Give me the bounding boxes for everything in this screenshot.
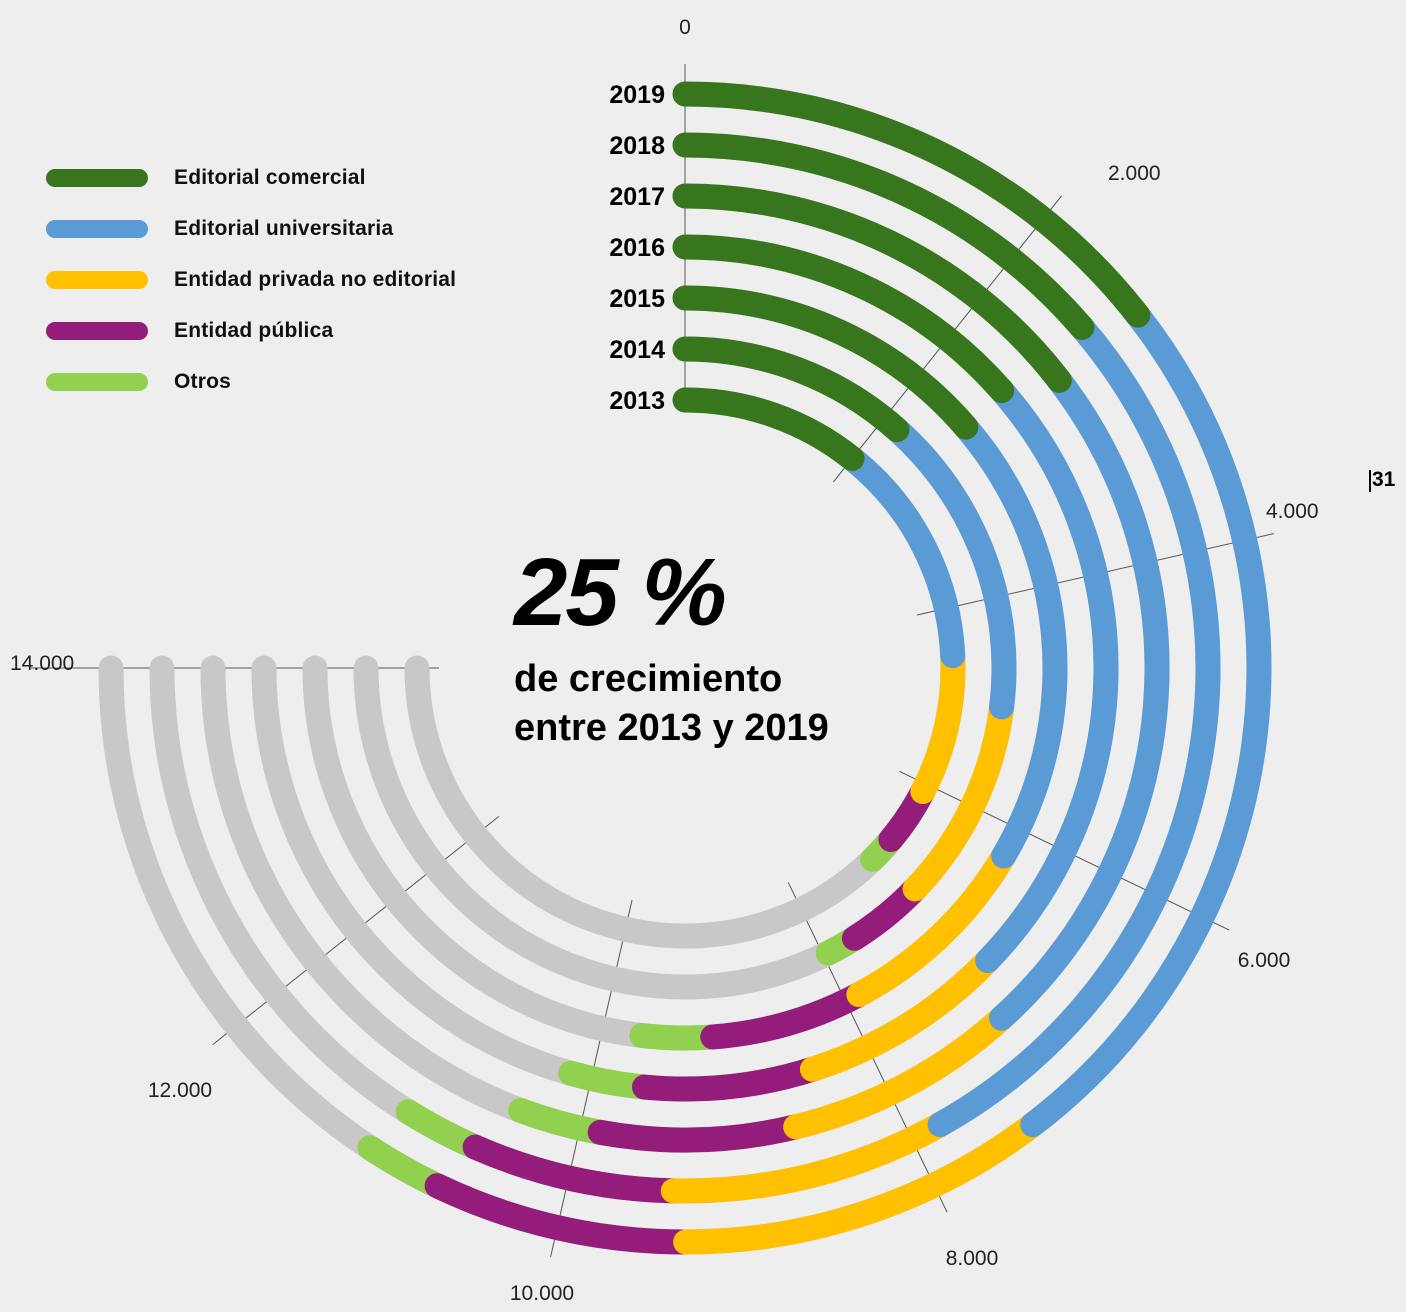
year-label: 2017 xyxy=(609,183,665,211)
legend-item-editorial-universitaria: Editorial universitaria xyxy=(46,203,456,254)
bar-segment xyxy=(839,445,966,669)
headline-value: 25 % xyxy=(514,539,727,646)
legend-swatch xyxy=(46,270,148,289)
bar-segment xyxy=(884,417,1017,720)
tick-label: 6.000 xyxy=(1238,949,1291,972)
legend-label: Entidad pública xyxy=(174,318,334,342)
bar-segment xyxy=(672,132,1095,340)
legend-swatch xyxy=(46,168,148,187)
page-number: 31 xyxy=(1368,468,1396,492)
bar-segment xyxy=(631,1056,825,1102)
bar-segment xyxy=(672,81,1151,328)
year-label: 2018 xyxy=(609,132,665,160)
bar-segment xyxy=(975,378,1119,974)
year-label: 2019 xyxy=(609,81,665,109)
bar-segment xyxy=(927,314,1221,1138)
bar-segment xyxy=(902,694,1015,902)
legend-item-otros: Otros xyxy=(46,356,456,407)
bar-segment xyxy=(799,948,1001,1082)
year-label: 2013 xyxy=(609,387,665,415)
tick-label: 8.000 xyxy=(946,1247,999,1270)
legend-item-entidad-privada: Entidad privada no editorial xyxy=(46,254,456,305)
legend-swatch xyxy=(46,372,148,391)
radial-bars xyxy=(98,81,1272,1255)
tick-label: 12.000 xyxy=(148,1079,212,1102)
bar-segment xyxy=(673,1112,1046,1255)
legend-label: Editorial universitaria xyxy=(174,216,394,240)
bar-segment xyxy=(672,285,979,440)
bar-segment xyxy=(846,843,1017,1008)
year-label: 2014 xyxy=(609,336,665,364)
tick-label: 0 xyxy=(679,16,691,39)
year-label: 2016 xyxy=(609,234,665,262)
bar-segment xyxy=(672,336,910,443)
tick-label: 2.000 xyxy=(1108,162,1161,185)
legend-swatch xyxy=(46,219,148,238)
bar-segment xyxy=(910,643,966,805)
tick-label: 14.000 xyxy=(10,652,74,675)
bar-segment xyxy=(672,234,1015,404)
headline: 25 % de crecimiento entre 2013 y 2019 xyxy=(514,545,829,752)
bar-segment xyxy=(1020,302,1272,1138)
bar-segment xyxy=(953,414,1068,869)
legend-swatch xyxy=(46,321,148,340)
bar-segment xyxy=(783,1005,1014,1140)
legend-label: Editorial comercial xyxy=(174,165,366,189)
bar-segment xyxy=(988,367,1170,1031)
chart-labels: 2019 2018 2017 2016 2015 2014 2013 0 2.000 4.000 6… xyxy=(10,16,1319,1305)
year-label: 2015 xyxy=(609,285,665,313)
legend: Editorial comercial Editorial universita… xyxy=(46,152,456,407)
bar-segment xyxy=(660,1112,953,1204)
bar-segment xyxy=(587,1114,809,1153)
tick-label: 4.000 xyxy=(1266,500,1319,523)
bar-segment xyxy=(424,1173,699,1255)
legend-label: Otros xyxy=(174,369,232,393)
headline-line-2: entre 2013 y 2019 xyxy=(514,706,829,749)
headline-line-1: de crecimiento xyxy=(514,658,783,700)
legend-item-entidad-publica: Entidad pública xyxy=(46,305,456,356)
legend-item-editorial-comercial: Editorial comercial xyxy=(46,152,456,203)
bar-segment xyxy=(462,1134,686,1204)
bar-segment xyxy=(700,982,872,1050)
tick-label: 10.000 xyxy=(510,1282,574,1305)
bar-segment xyxy=(672,387,865,471)
bar-segment xyxy=(672,183,1072,393)
legend-label: Entidad privada no editorial xyxy=(174,267,457,291)
